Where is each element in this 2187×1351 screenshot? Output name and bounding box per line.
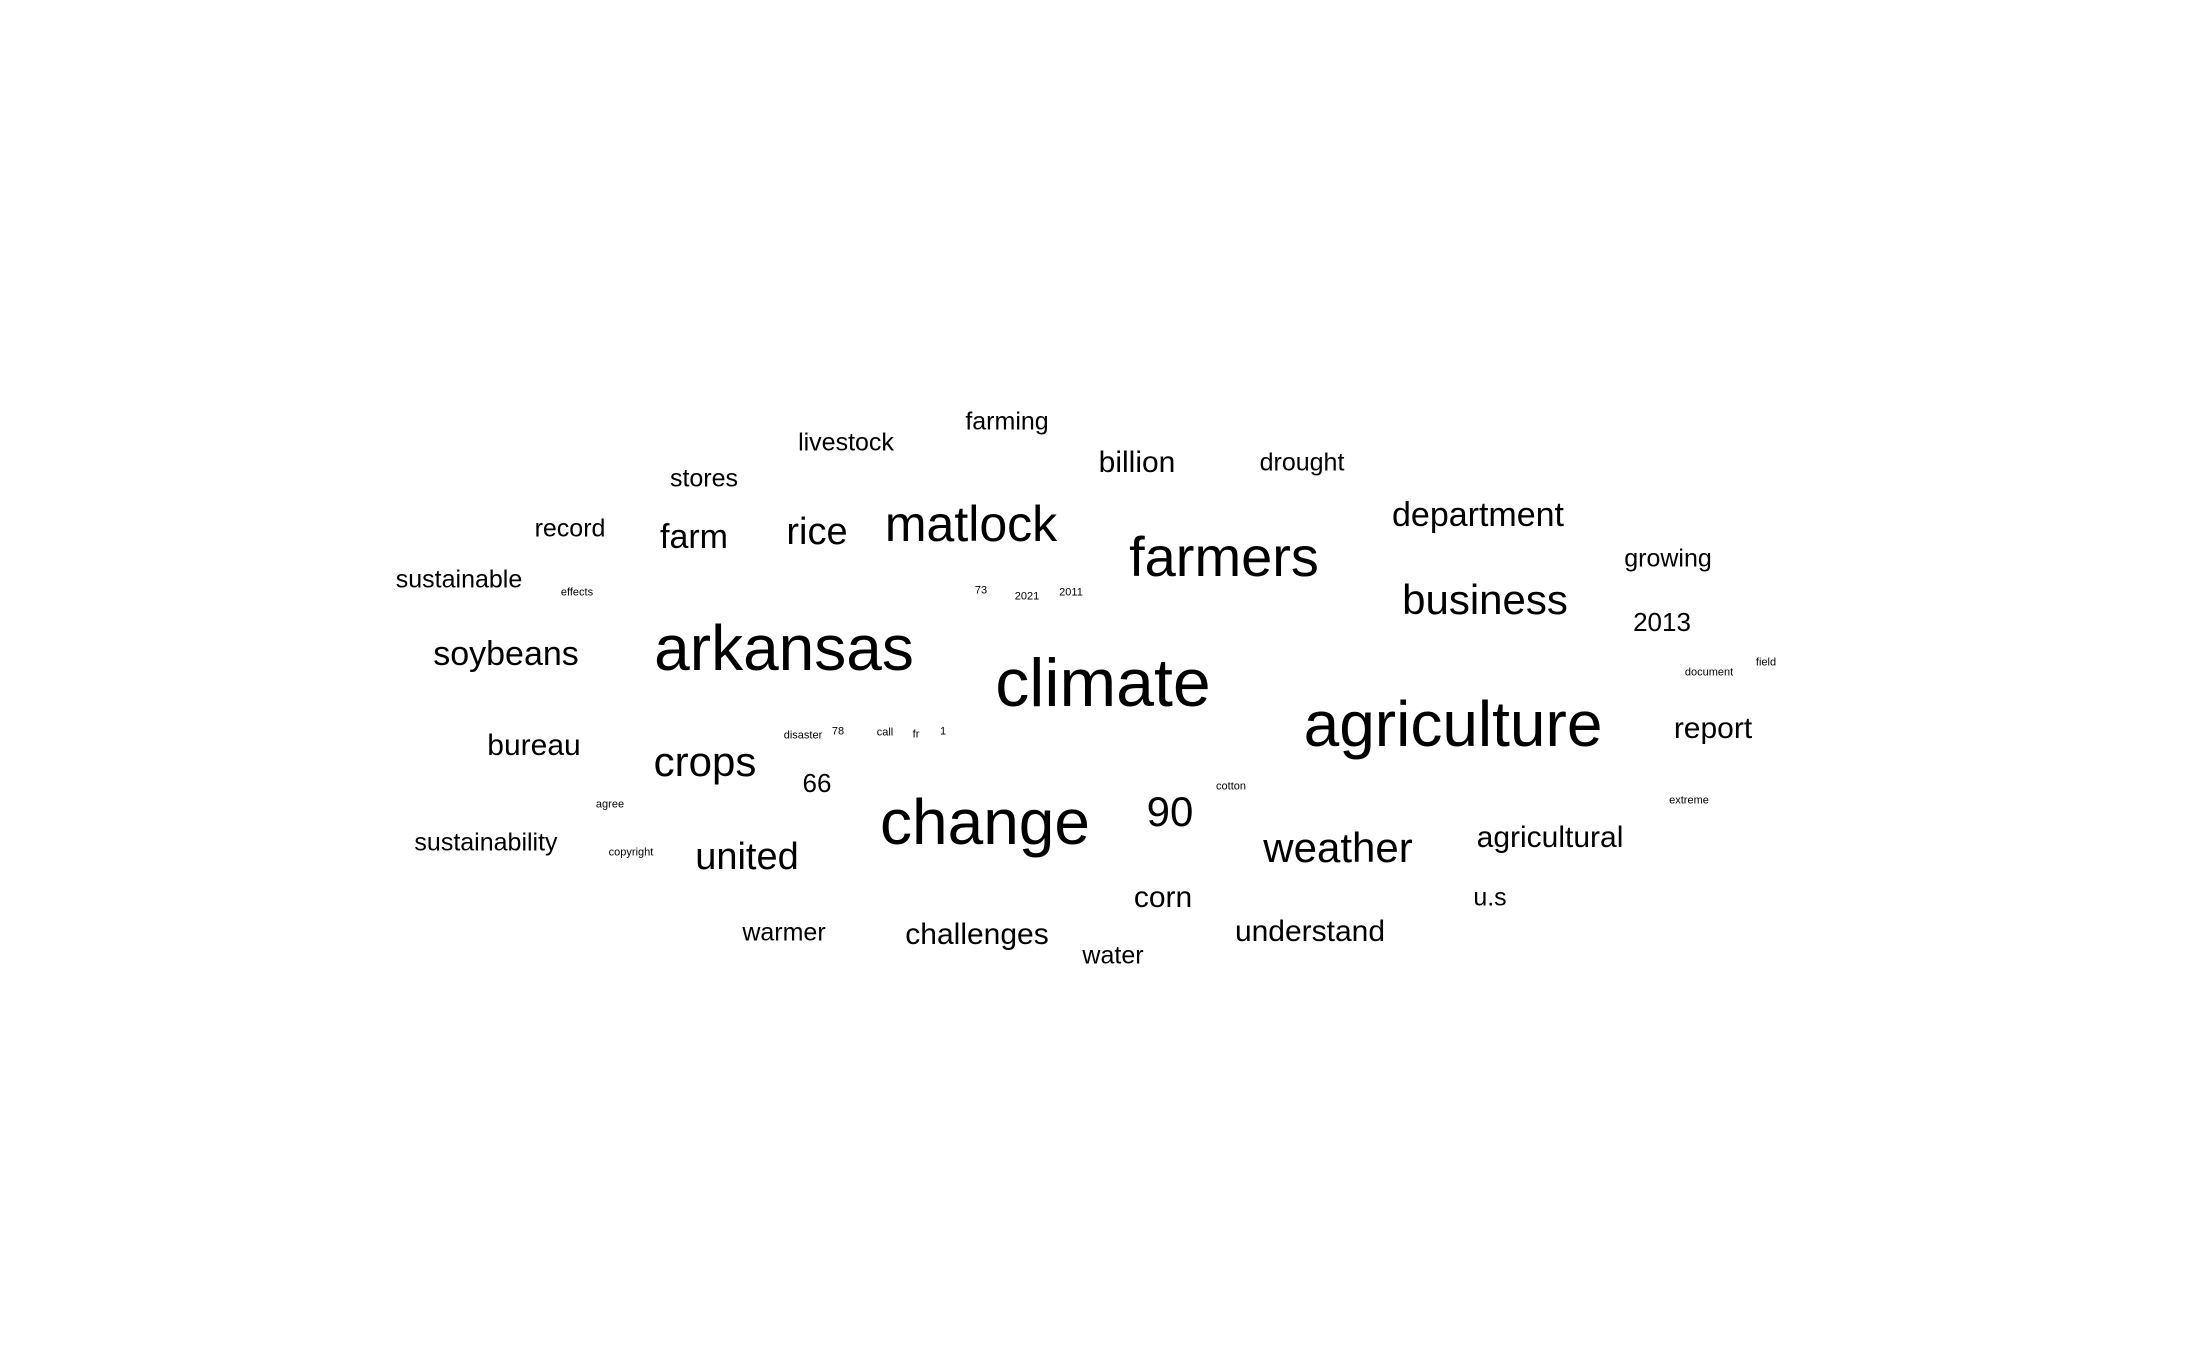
word-stores: stores — [669, 464, 739, 493]
word-farmers: farmers — [1129, 525, 1319, 588]
word-growing: growing — [1624, 544, 1712, 573]
word-change: change — [880, 786, 1090, 858]
word-understand: understand — [1234, 915, 1386, 948]
word-agree: agree — [595, 798, 625, 811]
word-78: 78 — [831, 725, 845, 738]
word-climate: climate — [995, 645, 1211, 721]
word-document: document — [1684, 666, 1734, 679]
word-crops: crops — [653, 738, 757, 785]
word-farming: farming — [965, 407, 1049, 436]
word-agriculture: agriculture — [1303, 688, 1603, 760]
word-farm: farm — [660, 518, 728, 556]
word-fr: fr — [912, 728, 920, 741]
word-challenges: challenges — [905, 918, 1049, 951]
word-sustainable: sustainable — [395, 565, 523, 594]
word-soybeans: soybeans — [433, 635, 579, 673]
word-weather: weather — [1263, 824, 1413, 871]
word-business: business — [1402, 576, 1568, 623]
word-agricultural: agricultural — [1476, 821, 1624, 854]
word-warmer: warmer — [742, 918, 826, 947]
word-73: 73 — [974, 584, 988, 597]
word-field: field — [1755, 656, 1777, 669]
word-extreme: extreme — [1669, 794, 1709, 807]
word-call: call — [876, 726, 894, 739]
word-bureau: bureau — [487, 729, 581, 762]
word-2013: 2013 — [1633, 607, 1691, 637]
word-drought: drought — [1259, 448, 1345, 477]
word-1: 1 — [939, 725, 947, 738]
word-66: 66 — [802, 768, 832, 798]
word-arkansas: arkansas — [654, 612, 914, 684]
word-department: department — [1392, 496, 1564, 534]
word-rice: rice — [786, 511, 848, 553]
word-2021: 2021 — [1014, 590, 1040, 603]
word-matlock: matlock — [884, 496, 1058, 552]
word-report: report — [1673, 712, 1753, 745]
word-billion: billion — [1098, 446, 1176, 479]
word-u-s: u.s — [1473, 883, 1507, 912]
word-2011: 2011 — [1059, 586, 1083, 599]
word-copyright: copyright — [608, 846, 654, 859]
word-livestock: livestock — [798, 428, 894, 457]
word-united: united — [695, 836, 799, 878]
word-corn: corn — [1133, 881, 1193, 914]
word-sustainability: sustainability — [414, 828, 558, 857]
word-disaster: disaster — [783, 729, 823, 742]
word-cotton: cotton — [1216, 780, 1246, 793]
word-effects: effects — [560, 586, 594, 599]
word-record: record — [534, 514, 606, 543]
word-90: 90 — [1146, 788, 1194, 835]
word-water: water — [1082, 941, 1144, 970]
